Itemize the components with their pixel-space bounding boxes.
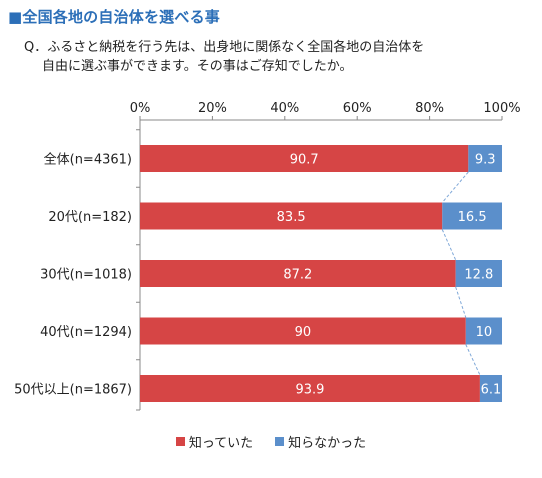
bar-segment-unknown <box>479 375 502 402</box>
data-label-unknown: 12.8 <box>464 268 493 283</box>
legend-item-known: 知っていた <box>175 432 254 451</box>
category-label: 全体(n=4361) <box>44 152 132 168</box>
data-label-known: 87.2 <box>283 268 312 283</box>
bar-segment-unknown <box>468 145 502 172</box>
page-title: ■全国各地の自治体を選べる事 <box>8 8 220 26</box>
x-tick-label: 80% <box>415 101 444 116</box>
question-text: Q．ふるさと納税を行う先は、出身地に関係なく全国各地の自治体を 自由に選ぶ事がで… <box>24 38 424 76</box>
legend-label-known: 知っていた <box>188 436 254 451</box>
bar-segment-unknown <box>442 202 502 230</box>
bar-segment-known <box>140 260 456 287</box>
question-line-1: Q．ふるさと納税を行う先は、出身地に関係なく全国各地の自治体を <box>24 40 425 55</box>
category-label: 20代(n=182) <box>48 210 132 225</box>
data-label-unknown: 9.3 <box>475 153 496 168</box>
x-tick-label: 0% <box>130 101 151 116</box>
data-label-known: 93.9 <box>295 383 324 398</box>
legend-item-unknown: 知らなかった <box>275 432 366 451</box>
x-tick-label: 100% <box>483 101 520 116</box>
data-label-known: 90.7 <box>290 153 319 168</box>
data-label-unknown: 6.1 <box>481 383 502 398</box>
series-connector-line <box>441 171 469 203</box>
data-label-known: 90 <box>295 325 312 340</box>
legend-label-unknown: 知らなかった <box>288 436 367 451</box>
stacked-bar-chart: 0% 20% 40% 60% 80% 100% 全体(n=4361) 90.7 9.3 20代(n… <box>14 101 521 411</box>
bar-segment-unknown <box>465 317 502 345</box>
x-tick-label: 20% <box>198 101 227 116</box>
category-label: 40代(n=1294) <box>40 325 132 340</box>
series-connector-line <box>465 344 481 376</box>
category-label: 50代以上(n=1867) <box>14 383 132 398</box>
bar-segment-known <box>140 375 480 402</box>
legend-swatch-unknown <box>275 437 285 446</box>
question-line-2: 自由に選ぶ事ができます。その事はご存知でしたか。 <box>42 59 353 74</box>
series-connector-line <box>441 229 457 261</box>
bar-segment-unknown <box>455 260 502 287</box>
data-label-known: 83.5 <box>277 210 306 225</box>
series-connector-line <box>455 286 467 318</box>
bar-segment-known <box>140 202 443 230</box>
x-tick-label: 40% <box>270 101 299 116</box>
x-tick-label: 60% <box>343 101 372 116</box>
bar-segment-known <box>140 145 469 172</box>
bar-segment-known <box>140 317 466 345</box>
data-label-unknown: 10 <box>476 325 493 340</box>
chart-legend: 知っていた 知らなかった <box>0 432 542 451</box>
legend-swatch-known <box>175 437 185 446</box>
category-label: 30代(n=1018) <box>40 268 132 283</box>
data-label-unknown: 16.5 <box>458 210 487 225</box>
